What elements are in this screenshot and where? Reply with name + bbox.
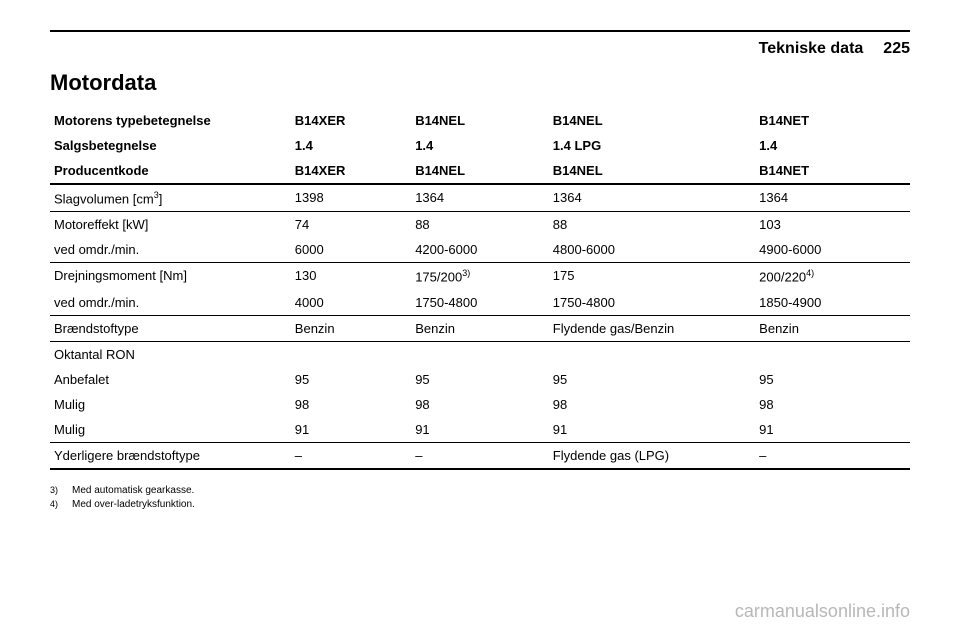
row-label: Motorens typebetegnelse: [50, 108, 291, 133]
footnote-number: 3): [50, 484, 62, 498]
table-cell: Flydende gas/Benzin: [549, 315, 755, 341]
table-row: Salgsbetegnelse1.41.41.4 LPG1.4: [50, 133, 910, 158]
table-cell: 91: [755, 417, 910, 443]
row-label: Mulig: [50, 417, 291, 443]
table-cell: 74: [291, 212, 411, 238]
table-cell: 1364: [549, 184, 755, 212]
table-cell: 4200-6000: [411, 237, 549, 263]
footnote-number: 4): [50, 498, 62, 512]
table-cell: Benzin: [755, 315, 910, 341]
row-label: Brændstoftype: [50, 315, 291, 341]
table-cell: B14NEL: [549, 158, 755, 184]
table-cell: 95: [411, 367, 549, 392]
page-header: Tekniske data 225: [50, 40, 910, 58]
table-cell: 98: [411, 392, 549, 417]
table-cell: 98: [291, 392, 411, 417]
table-cell: –: [755, 442, 910, 469]
table-cell: –: [291, 442, 411, 469]
footnotes: 3) Med automatisk gearkasse. 4) Med over-la…: [50, 484, 910, 512]
table-row: Yderligere brændstoftype––Flydende gas (…: [50, 442, 910, 469]
table-cell: 88: [411, 212, 549, 238]
table-cell: B14NET: [755, 108, 910, 133]
table-cell: 1.4: [411, 133, 549, 158]
section-title: Motordata: [50, 70, 910, 96]
table-cell: 91: [549, 417, 755, 443]
table-row: Motoreffekt [kW]748888103: [50, 212, 910, 238]
table-row: ProducentkodeB14XERB14NELB14NELB14NET: [50, 158, 910, 184]
table-cell: 130: [291, 263, 411, 290]
table-cell: 91: [291, 417, 411, 443]
table-cell: 4000: [291, 290, 411, 316]
table-cell: B14NEL: [549, 108, 755, 133]
table-row: Mulig91919191: [50, 417, 910, 443]
table-cell: 1750-4800: [411, 290, 549, 316]
table-cell: 200/2204): [755, 263, 910, 290]
table-cell: 1.4: [755, 133, 910, 158]
motor-data-table: Motorens typebetegnelseB14XERB14NELB14NE…: [50, 108, 910, 470]
table-cell: 175/2003): [411, 263, 549, 290]
table-cell: 98: [549, 392, 755, 417]
table-cell: 1.4: [291, 133, 411, 158]
table-cell: [549, 341, 755, 367]
row-label: Producentkode: [50, 158, 291, 184]
row-label: ved omdr./min.: [50, 237, 291, 263]
table-row: Motorens typebetegnelseB14XERB14NELB14NE…: [50, 108, 910, 133]
table-cell: [291, 341, 411, 367]
header-title: Tekniske data: [759, 40, 864, 58]
footnote-text: Med over-ladetryksfunktion.: [72, 498, 195, 512]
table-cell: Benzin: [411, 315, 549, 341]
table-cell: [411, 341, 549, 367]
table-cell: 1364: [755, 184, 910, 212]
table-row: Slagvolumen [cm3]1398136413641364: [50, 184, 910, 212]
table-cell: 95: [549, 367, 755, 392]
table-cell: 4800-6000: [549, 237, 755, 263]
table-cell: 1398: [291, 184, 411, 212]
row-label: Salgsbetegnelse: [50, 133, 291, 158]
table-row: Oktantal RON: [50, 341, 910, 367]
table-cell: 1850-4900: [755, 290, 910, 316]
table-cell: 88: [549, 212, 755, 238]
table-cell: 95: [755, 367, 910, 392]
table-cell: 1.4 LPG: [549, 133, 755, 158]
row-label: Mulig: [50, 392, 291, 417]
table-row: Anbefalet95959595: [50, 367, 910, 392]
table-cell: 175: [549, 263, 755, 290]
table-row: Mulig98989898: [50, 392, 910, 417]
row-label: Yderligere brændstoftype: [50, 442, 291, 469]
footnote-text: Med automatisk gearkasse.: [72, 484, 194, 498]
table-cell: [755, 341, 910, 367]
page-number: 225: [883, 40, 910, 58]
table-row: Drejningsmoment [Nm]130175/2003)175200/2…: [50, 263, 910, 290]
row-label: ved omdr./min.: [50, 290, 291, 316]
table-cell: –: [411, 442, 549, 469]
row-label: Oktantal RON: [50, 341, 291, 367]
table-cell: B14NEL: [411, 158, 549, 184]
table-cell: 1750-4800: [549, 290, 755, 316]
table-row: BrændstoftypeBenzinBenzinFlydende gas/Be…: [50, 315, 910, 341]
table-cell: 98: [755, 392, 910, 417]
watermark: carmanualsonline.info: [735, 601, 910, 622]
table-cell: 6000: [291, 237, 411, 263]
row-label: Anbefalet: [50, 367, 291, 392]
footnote: 3) Med automatisk gearkasse.: [50, 484, 910, 498]
table-cell: 4900-6000: [755, 237, 910, 263]
table-cell: 95: [291, 367, 411, 392]
table-cell: B14XER: [291, 108, 411, 133]
table-cell: B14NEL: [411, 108, 549, 133]
footnote: 4) Med over-ladetryksfunktion.: [50, 498, 910, 512]
table-cell: 1364: [411, 184, 549, 212]
row-label: Slagvolumen [cm3]: [50, 184, 291, 212]
table-cell: 103: [755, 212, 910, 238]
row-label: Drejningsmoment [Nm]: [50, 263, 291, 290]
table-row: ved omdr./min.60004200-60004800-60004900…: [50, 237, 910, 263]
table-cell: Benzin: [291, 315, 411, 341]
row-label: Motoreffekt [kW]: [50, 212, 291, 238]
table-cell: B14NET: [755, 158, 910, 184]
table-cell: B14XER: [291, 158, 411, 184]
table-cell: Flydende gas (LPG): [549, 442, 755, 469]
table-row: ved omdr./min.40001750-48001750-48001850…: [50, 290, 910, 316]
table-cell: 91: [411, 417, 549, 443]
